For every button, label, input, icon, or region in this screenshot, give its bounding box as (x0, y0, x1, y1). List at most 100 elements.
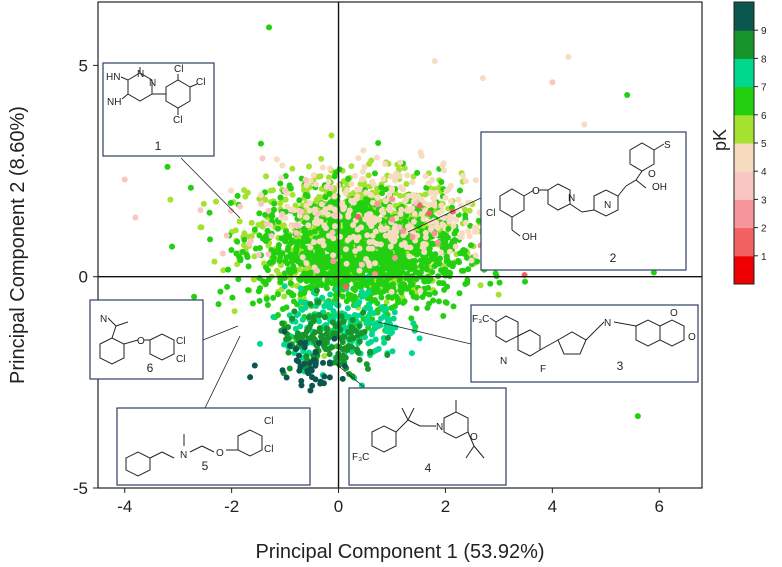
data-point (352, 301, 359, 308)
data-point (307, 387, 314, 394)
data-point (332, 323, 339, 330)
data-point (367, 348, 374, 355)
data-point (330, 252, 337, 259)
data-point (340, 206, 347, 213)
data-point (422, 229, 429, 236)
data-point (293, 221, 300, 228)
data-point (322, 206, 329, 213)
data-point (445, 186, 452, 193)
data-point (411, 194, 418, 201)
data-point (439, 221, 446, 228)
data-point (223, 232, 230, 239)
data-point (285, 324, 292, 331)
data-point (472, 177, 479, 184)
data-point (311, 313, 318, 320)
data-point (328, 300, 335, 307)
data-point (334, 285, 341, 292)
data-point (297, 285, 304, 292)
data-point (650, 269, 657, 276)
svg-text:N: N (137, 69, 144, 80)
svg-text:OH: OH (652, 182, 667, 193)
data-point (322, 224, 329, 231)
data-point (387, 330, 394, 337)
data-point (383, 299, 390, 306)
data-point (372, 260, 379, 267)
data-point (290, 298, 297, 305)
data-point (363, 320, 370, 327)
data-point (375, 140, 382, 147)
data-point (456, 233, 463, 240)
svg-text:O: O (688, 332, 696, 343)
data-point (467, 242, 474, 249)
data-point (206, 209, 213, 216)
data-point (303, 202, 310, 209)
data-point (299, 254, 306, 261)
data-point (281, 328, 288, 335)
data-point (225, 266, 232, 273)
data-point (362, 334, 369, 341)
data-point (496, 279, 503, 286)
data-point (391, 268, 398, 275)
x-tick-label: -4 (117, 497, 132, 516)
data-point (270, 314, 277, 321)
data-point (374, 320, 381, 327)
data-point (312, 359, 319, 366)
structure-inset-5: N O Cl Cl 5 (116, 407, 311, 486)
data-point (227, 207, 234, 214)
data-point (384, 352, 391, 359)
data-point (342, 190, 349, 197)
data-point (377, 265, 384, 272)
x-axis-ticks: -4 -2 0 2 4 6 (117, 488, 664, 516)
data-point (320, 359, 327, 366)
data-point (285, 266, 292, 273)
data-point (427, 276, 434, 283)
data-point (281, 270, 288, 277)
data-point (228, 247, 235, 254)
data-point (300, 187, 307, 194)
structure-inset-4: F₃C N O 4 (348, 387, 507, 486)
x-tick-label: 2 (441, 497, 450, 516)
data-point (264, 227, 271, 234)
data-point (323, 183, 330, 190)
svg-text:HN: HN (106, 72, 120, 83)
svg-text:OH: OH (522, 232, 537, 243)
data-point (464, 254, 471, 261)
data-point (310, 172, 317, 179)
data-point (381, 160, 388, 167)
data-point (350, 233, 357, 240)
data-point (326, 374, 333, 381)
data-point (274, 291, 281, 298)
data-point (296, 352, 303, 359)
data-point (344, 305, 351, 312)
data-point (327, 199, 334, 206)
data-point (461, 206, 468, 213)
data-point (416, 202, 423, 209)
data-point (316, 238, 323, 245)
data-point (263, 295, 270, 302)
data-point (303, 182, 310, 189)
data-point (286, 342, 293, 349)
data-point (283, 336, 290, 343)
data-point (419, 265, 426, 272)
data-point (460, 267, 467, 274)
data-point (348, 348, 355, 355)
data-point (390, 238, 397, 245)
data-point (386, 203, 393, 210)
data-point (330, 235, 337, 242)
data-point (283, 304, 290, 311)
colorbar-tick-label: 5 (761, 139, 767, 150)
data-point (430, 195, 437, 202)
data-point (368, 223, 375, 230)
data-point (315, 225, 322, 232)
inset-leader-lines (180, 157, 482, 409)
data-point (346, 370, 353, 377)
data-point (257, 140, 264, 147)
data-point (450, 222, 457, 229)
data-point (468, 257, 475, 264)
data-point (363, 256, 370, 263)
data-point (460, 247, 467, 254)
structure-inset-3: F₃C N F N O O 3 (470, 304, 699, 383)
data-point (350, 222, 357, 229)
data-point (363, 189, 370, 196)
data-point (243, 251, 250, 258)
